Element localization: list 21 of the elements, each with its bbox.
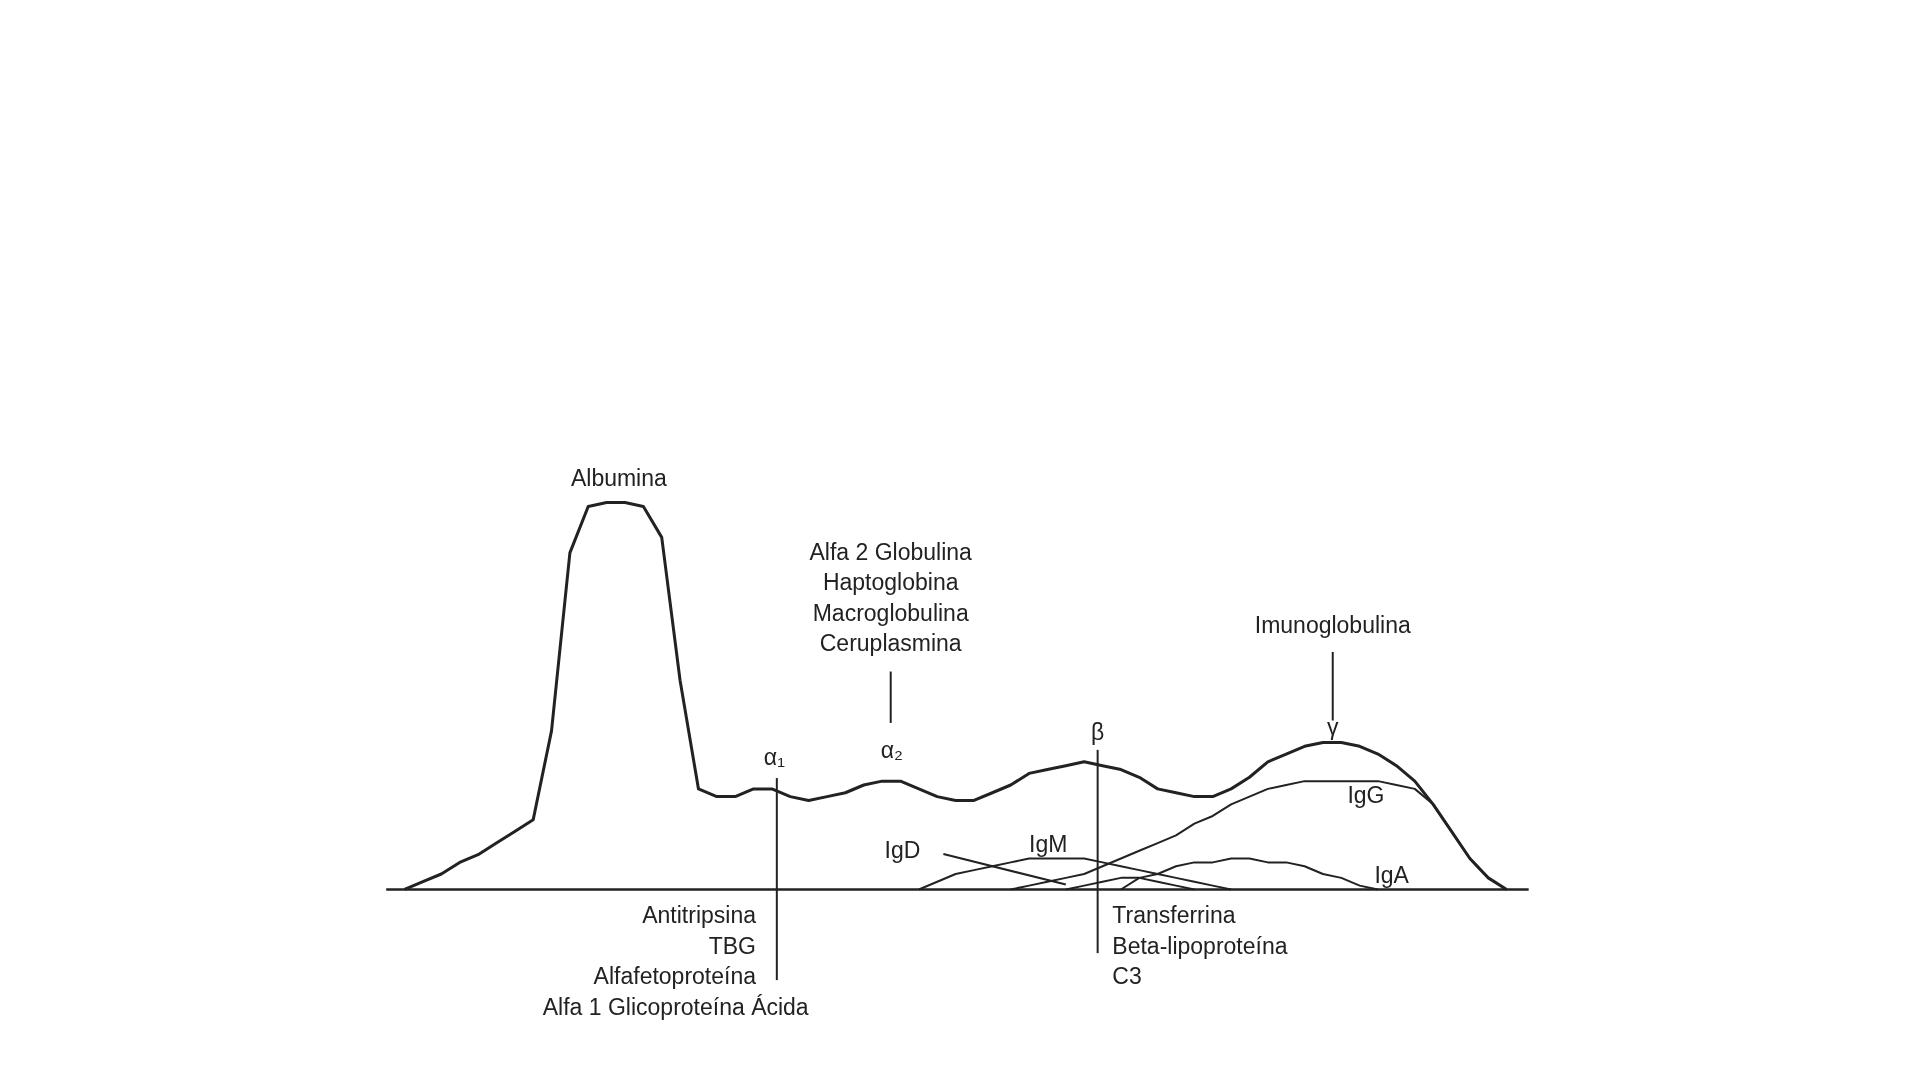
text: Alfa 1 Glicoproteína Ácida bbox=[542, 994, 809, 1021]
text: Antitripsina bbox=[642, 902, 757, 929]
text: Transferrina bbox=[1112, 902, 1236, 929]
annotation: Macroglobulina bbox=[812, 599, 969, 626]
annotation: Ceruplasmina bbox=[819, 630, 962, 657]
annotation: α₁ bbox=[763, 744, 786, 771]
series-label: IgG bbox=[1347, 782, 1385, 809]
series-label: IgA bbox=[1374, 861, 1410, 888]
text: Alfafetoproteína bbox=[593, 963, 757, 990]
annotation: Alfa 2 Globulina bbox=[809, 538, 973, 565]
text: TBG bbox=[708, 932, 757, 959]
annotation: Imunoglobulina bbox=[1254, 611, 1411, 638]
annotation: β bbox=[1091, 718, 1105, 745]
text: C3 bbox=[1112, 963, 1142, 990]
text: Beta-lipoproteína bbox=[1112, 932, 1288, 959]
series-label: IgM bbox=[1029, 831, 1068, 858]
annotation: Haptoglobina bbox=[822, 569, 959, 596]
annotation: γ bbox=[1326, 713, 1339, 740]
text: Albumina bbox=[570, 465, 668, 492]
annotation: α₂ bbox=[880, 736, 904, 763]
text: IgD bbox=[884, 837, 921, 864]
